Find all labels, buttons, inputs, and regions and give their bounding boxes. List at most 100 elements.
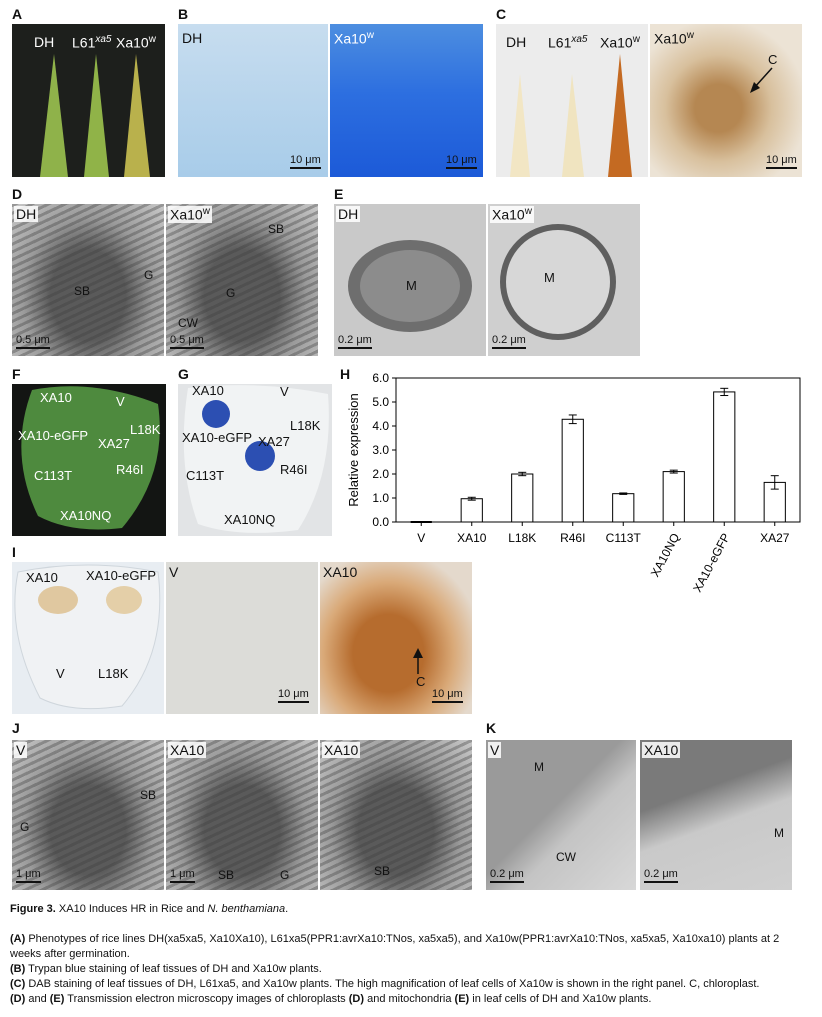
- label-xa10w: Xa10w: [116, 34, 156, 51]
- x-tick-label: XA10: [457, 531, 487, 545]
- plot-frame: [396, 378, 800, 522]
- scale-bar: 10 μm: [432, 688, 463, 703]
- scale-bar: 0.5 μm: [16, 334, 50, 349]
- label-dh: DH: [34, 34, 54, 50]
- scale-bar: 0.2 μm: [644, 868, 678, 883]
- label-v: V: [116, 394, 125, 409]
- label-xa10: XA10: [642, 742, 680, 758]
- panel-i-leaf: XA10 XA10-eGFP V L18K: [12, 562, 164, 714]
- label-xa10: XA10: [26, 570, 58, 585]
- label-r46i: R46I: [116, 462, 143, 477]
- label-dh: DH: [506, 34, 526, 50]
- label-l18k: L18K: [290, 418, 320, 433]
- label-sb: SB: [74, 284, 90, 298]
- scale-bar: 10 μm: [446, 154, 477, 169]
- label-xa10: XA10: [322, 742, 360, 758]
- label-dh: DH: [14, 206, 38, 222]
- label-xa27: XA27: [98, 436, 130, 451]
- label-xa10: XA10: [40, 390, 72, 405]
- label-c113t: C113T: [34, 468, 72, 483]
- y-tick-label: 4.0: [372, 419, 389, 433]
- x-tick-label: R46I: [560, 531, 585, 545]
- panel-label-f: F: [12, 366, 21, 382]
- label-xa10w: Xa10w: [600, 34, 640, 51]
- panel-e-dh-tem: DH M 0.2 μm: [334, 204, 486, 356]
- label-v: V: [169, 564, 178, 580]
- panel-j-xa10-tem-1: XA10 SB G 1 μm: [166, 740, 318, 890]
- label-l61: L61xa5: [72, 34, 111, 51]
- caption-de: (D) and (E) Transmission electron micros…: [10, 992, 810, 1007]
- scale-bar: 10 μm: [766, 154, 797, 169]
- x-tick-label: XA10-eGFP: [690, 531, 733, 595]
- panel-label-k: K: [486, 720, 496, 736]
- label-xa10: XA10: [168, 742, 206, 758]
- label-xa10w: Xa10w: [334, 30, 374, 47]
- y-axis-label: Relative expression: [346, 393, 361, 506]
- caption-c: (C) DAB staining of leaf tissues of DH, …: [10, 977, 810, 992]
- panel-c-xa10w-cells: Xa10w C 10 μm: [650, 24, 802, 177]
- arrow-icon: [746, 66, 776, 96]
- panel-j-xa10-tem-2: XA10 SB: [320, 740, 472, 890]
- panel-d-dh-tem: DH SB G 0.5 μm: [12, 204, 164, 356]
- panel-label-b: B: [178, 6, 188, 22]
- label-c113t: C113T: [186, 468, 224, 483]
- label-xa27: XA27: [258, 434, 290, 449]
- x-tick-label: XA27: [760, 531, 790, 545]
- panel-label-a: A: [12, 6, 22, 22]
- bar: [562, 419, 583, 522]
- panel-j-v-tem: V SB G 1 μm: [12, 740, 164, 890]
- label-xa10: XA10: [192, 384, 224, 398]
- label-m: M: [774, 826, 784, 840]
- label-cw: CW: [556, 850, 576, 864]
- label-xa10-egfp: XA10-eGFP: [182, 430, 252, 445]
- bar: [512, 474, 533, 522]
- label-xa10nq: XA10NQ: [224, 512, 275, 527]
- label-m: M: [534, 760, 544, 774]
- scale-bar: 10 μm: [290, 154, 321, 169]
- scale-bar: 1 μm: [16, 868, 41, 883]
- label-dh: DH: [182, 30, 202, 46]
- panel-b-dh-trypan: DH 10 μm: [178, 24, 328, 177]
- label-v: V: [280, 384, 289, 399]
- label-v: V: [14, 742, 27, 758]
- panel-label-g: G: [178, 366, 189, 382]
- y-tick-label: 0.0: [372, 515, 389, 529]
- label-g: G: [226, 286, 235, 300]
- label-m: M: [544, 270, 555, 285]
- label-xa10-egfp: XA10-eGFP: [18, 428, 88, 443]
- label-v: V: [56, 666, 65, 681]
- panel-label-d: D: [12, 186, 22, 202]
- label-v: V: [488, 742, 501, 758]
- panel-k-xa10-tem: XA10 M 0.2 μm: [640, 740, 792, 890]
- panel-k-v-tem: V M CW 0.2 μm: [486, 740, 636, 890]
- label-xa10nq: XA10NQ: [60, 508, 111, 523]
- y-tick-label: 1.0: [372, 491, 389, 505]
- y-tick-label: 2.0: [372, 467, 389, 481]
- scale-bar: 0.2 μm: [338, 334, 372, 349]
- scale-bar: 1 μm: [170, 868, 195, 883]
- x-tick-label: L18K: [508, 531, 536, 545]
- label-g: G: [20, 820, 29, 834]
- y-tick-label: 6.0: [372, 371, 389, 385]
- label-xa10w: Xa10w: [654, 30, 694, 47]
- chloroplast-label: C: [416, 674, 425, 689]
- label-xa10-egfp: XA10-eGFP: [86, 568, 156, 583]
- label-g: G: [280, 868, 289, 882]
- y-tick-label: 3.0: [372, 443, 389, 457]
- label-l18k: L18K: [130, 422, 160, 437]
- chloroplast-label: C: [768, 52, 777, 67]
- y-tick-label: 5.0: [372, 395, 389, 409]
- x-tick-label: C113T: [606, 531, 642, 545]
- panel-i-xa10-cells: XA10 C 10 μm: [320, 562, 472, 714]
- x-tick-label: XA10NQ: [648, 531, 683, 579]
- label-g: G: [144, 268, 153, 282]
- label-r46i: R46I: [280, 462, 307, 477]
- panel-e-xa10w-tem: Xa10w M 0.2 μm: [488, 204, 640, 356]
- figure-caption-title: Figure 3. XA10 Induces HR in Rice and N.…: [10, 902, 810, 917]
- panel-g-leaf: XA10 V XA10-eGFP XA27 L18K C113T R46I XA…: [178, 384, 332, 536]
- scale-bar: 0.2 μm: [490, 868, 524, 883]
- label-xa10w: Xa10w: [168, 206, 212, 223]
- label-m: M: [406, 278, 417, 293]
- label-l61: L61xa5: [548, 34, 587, 51]
- label-sb: SB: [374, 864, 390, 878]
